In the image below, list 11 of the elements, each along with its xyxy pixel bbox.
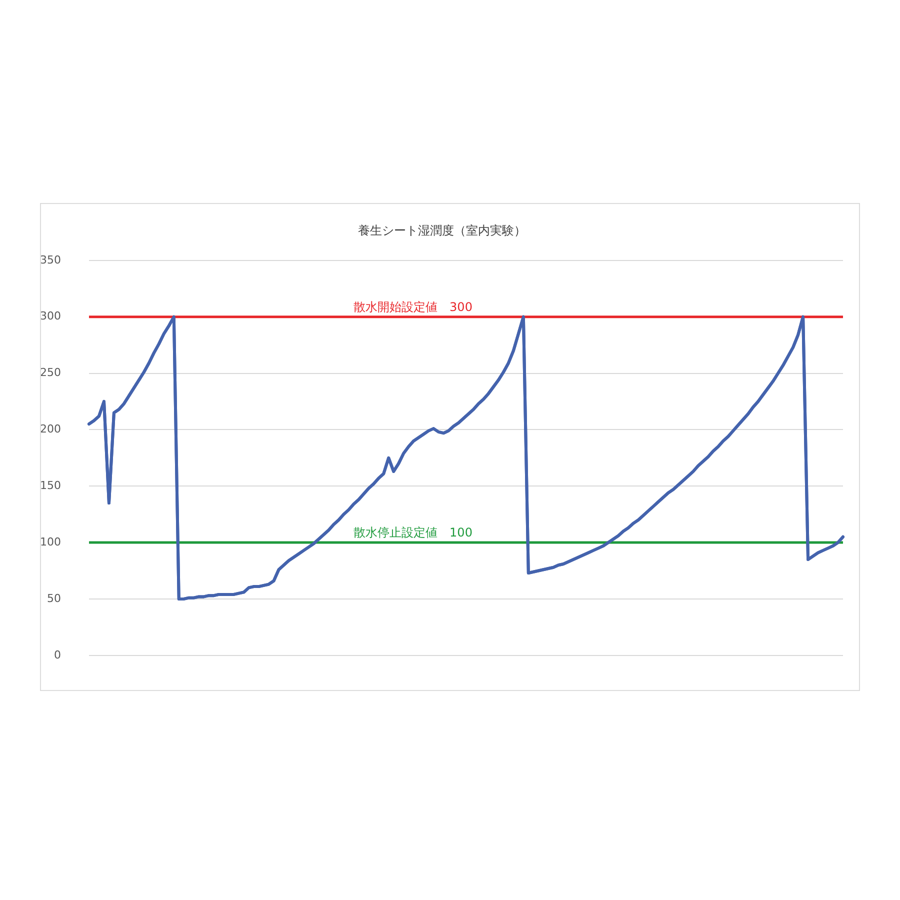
y-tick-label: 350 (40, 253, 61, 266)
y-tick-label: 50 (47, 592, 61, 605)
y-tick-label: 100 (40, 535, 61, 548)
y-tick-label: 250 (40, 366, 61, 380)
ref-line-label: 散水開始設定値 300 (354, 300, 472, 314)
y-tick-label: 200 (40, 422, 61, 436)
y-tick-label: 0 (54, 648, 61, 662)
ref-line-label: 散水停止設定値 100 (354, 526, 472, 540)
y-tick-label: 300 (40, 310, 61, 323)
y-tick-label: 150 (40, 478, 61, 492)
chart-title: 養生シート湿潤度（室内実験） (358, 223, 526, 238)
